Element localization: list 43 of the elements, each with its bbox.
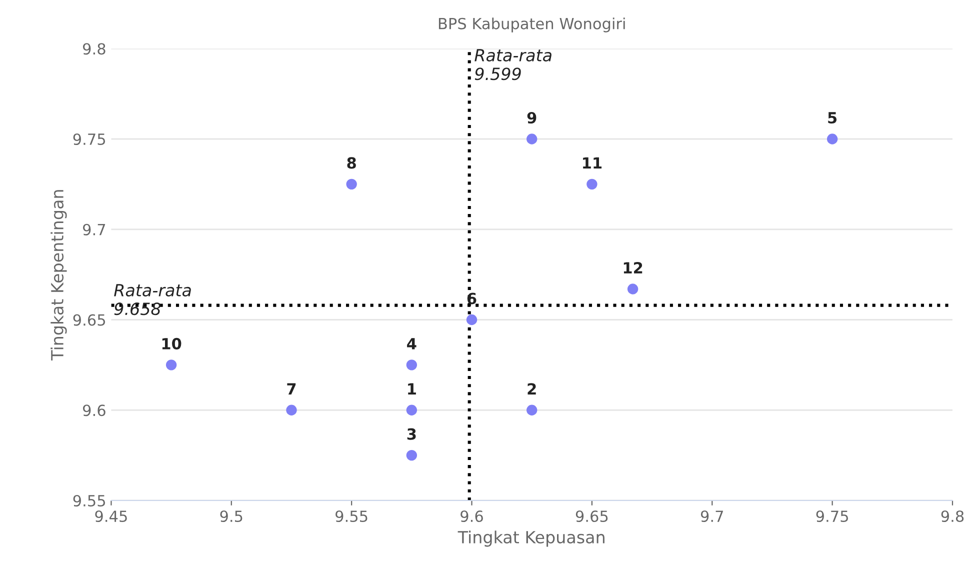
chart-title: BPS Kabupaten Wonogiri (438, 18, 625, 32)
point (627, 284, 638, 294)
x-tick-label: 9.65 (576, 510, 608, 522)
x-tick-label: 9.5 (220, 510, 242, 522)
point (166, 360, 177, 370)
point (526, 134, 538, 144)
annotation: 3 (407, 428, 416, 440)
y-tick-label: 9.8 (83, 43, 106, 55)
x-tick-label: 9.55 (336, 510, 368, 522)
point (826, 134, 838, 144)
annotation: 2 (528, 383, 536, 394)
annotation: 5 (828, 112, 837, 124)
point (346, 178, 357, 190)
y-tick-label: 9.65 (73, 314, 106, 326)
y-tick-label: 9.6 (83, 404, 106, 416)
annotation: 4 (407, 338, 416, 350)
annotation: 9 (527, 112, 536, 124)
ref-line-label: Rata-rata 9.599 (474, 49, 552, 80)
point (526, 404, 538, 416)
point (586, 178, 598, 190)
point (286, 404, 297, 416)
point (466, 314, 478, 326)
annotation: 10 (162, 338, 182, 350)
point (406, 450, 418, 461)
annotation: 7 (287, 383, 296, 394)
annotation: 11 (583, 157, 602, 169)
annotation: 6 (467, 292, 476, 304)
y-tick-label: 9.75 (73, 133, 106, 146)
y-tick-label: 9.55 (73, 494, 106, 507)
y-axis-title: Tingkat Kepentingan (50, 190, 67, 360)
y-tick-label: 9.7 (83, 224, 106, 236)
point (406, 360, 418, 370)
x-axis-title: Tingkat Kepuasan (458, 530, 604, 547)
x-tick-label: 9.8 (941, 510, 964, 522)
annotation: 1 (408, 383, 416, 394)
ref-line-label: Rata-rata 9.658 (114, 284, 191, 316)
x-tick-label: 9.6 (460, 510, 483, 522)
x-tick-label: 9.45 (95, 510, 127, 522)
x-tick-label: 9.75 (816, 510, 848, 522)
annotation: 12 (624, 262, 642, 274)
x-tick-label: 9.7 (700, 510, 723, 522)
annotation: 8 (347, 157, 356, 169)
point (406, 404, 418, 416)
